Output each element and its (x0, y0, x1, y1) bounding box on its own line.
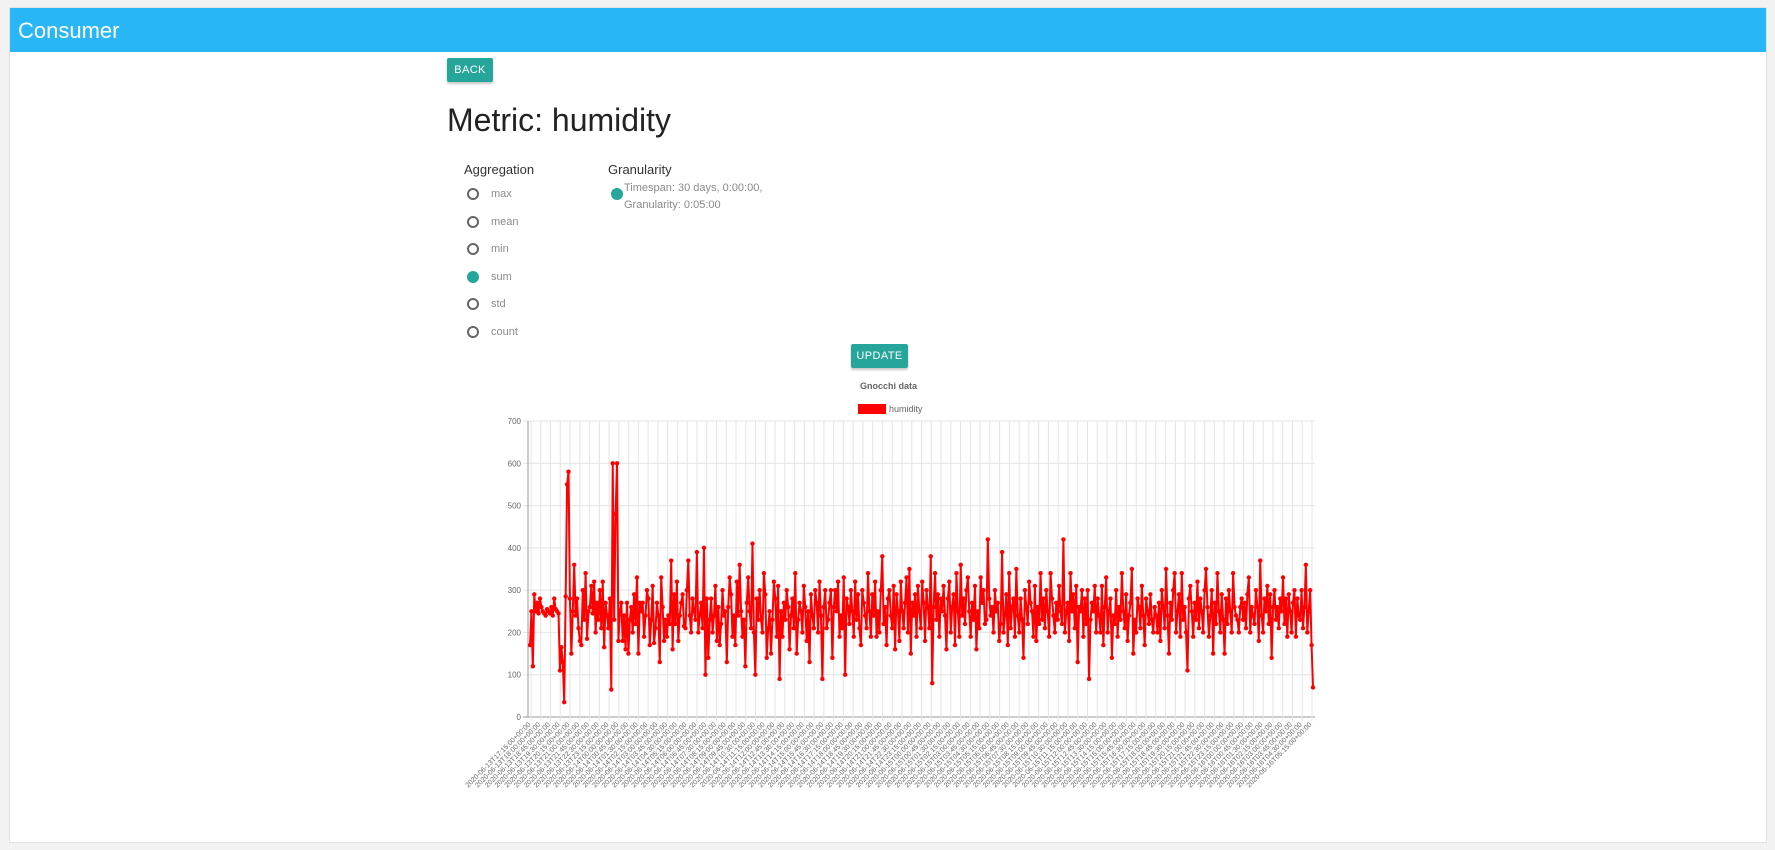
radio-dot[interactable] (467, 298, 479, 310)
app-bar: Consumer (10, 8, 1766, 52)
radio-dot[interactable] (467, 188, 479, 200)
radio-count[interactable]: count (467, 326, 518, 338)
app-frame: Consumer (9, 7, 1767, 843)
granularity-line-1: Timespan: 30 days, 0:00:00, (624, 182, 763, 194)
radio-dot[interactable] (467, 326, 479, 338)
radio-dot[interactable] (467, 216, 479, 228)
radio-mean[interactable]: mean (467, 216, 519, 228)
radio-dot-selected[interactable] (611, 188, 623, 200)
radio-label: std (491, 298, 506, 310)
radio-dot[interactable] (467, 243, 479, 255)
granularity-label: Granularity (608, 162, 672, 177)
granularity-line-2: Granularity: 0:05:00 (624, 199, 721, 211)
granularity-option-text: Timespan: 30 days, 0:00:00, Granularity:… (624, 180, 762, 214)
radio-label: sum (491, 271, 512, 283)
radio-max[interactable]: max (467, 188, 512, 200)
radio-label: count (491, 326, 518, 338)
radio-dot-selected[interactable] (467, 271, 479, 283)
radio-label: max (491, 188, 512, 200)
radio-granularity[interactable] (611, 188, 623, 200)
radio-label: mean (491, 216, 519, 228)
aggregation-label: Aggregation (464, 162, 535, 177)
app-title: Consumer (18, 18, 120, 43)
radio-sum[interactable]: sum (467, 271, 512, 283)
back-button[interactable]: BACK (447, 58, 493, 82)
update-button[interactable]: UPDATE (851, 344, 908, 368)
radio-std[interactable]: std (467, 298, 506, 310)
radio-label: min (491, 243, 509, 255)
radio-min[interactable]: min (467, 243, 509, 255)
page-title: Metric: humidity (447, 102, 672, 138)
